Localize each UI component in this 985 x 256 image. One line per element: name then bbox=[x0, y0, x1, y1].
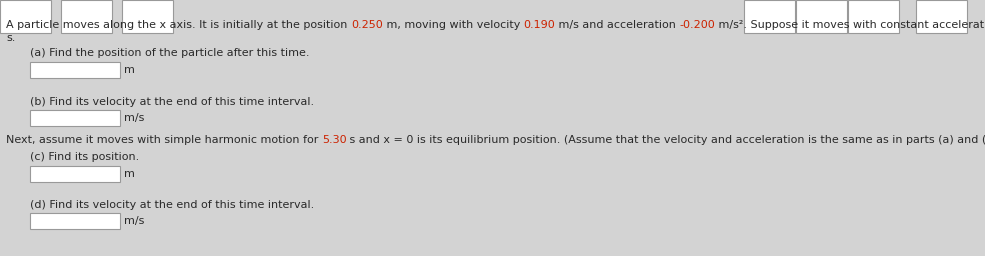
Text: m/s². Suppose it moves with constant acceleration for: m/s². Suppose it moves with constant acc… bbox=[715, 20, 985, 30]
Bar bbox=[122, 0, 173, 33]
Text: m/s: m/s bbox=[124, 113, 145, 123]
Text: 0.250: 0.250 bbox=[351, 20, 382, 30]
Bar bbox=[848, 0, 899, 33]
Text: m/s: m/s bbox=[124, 216, 145, 226]
Bar bbox=[916, 0, 967, 33]
Bar bbox=[744, 0, 795, 33]
Text: (a) Find the position of the particle after this time.: (a) Find the position of the particle af… bbox=[30, 48, 309, 58]
Bar bbox=[30, 213, 120, 229]
Text: m: m bbox=[124, 65, 135, 75]
Text: Next, assume it moves with simple harmonic motion for: Next, assume it moves with simple harmon… bbox=[6, 135, 322, 145]
Text: -0.200: -0.200 bbox=[680, 20, 715, 30]
Text: (d) Find its velocity at the end of this time interval.: (d) Find its velocity at the end of this… bbox=[30, 200, 314, 210]
Text: m, moving with velocity: m, moving with velocity bbox=[382, 20, 523, 30]
Bar bbox=[30, 110, 120, 126]
Text: 5.30: 5.30 bbox=[322, 135, 347, 145]
Text: (b) Find its velocity at the end of this time interval.: (b) Find its velocity at the end of this… bbox=[30, 97, 314, 107]
Text: (c) Find its position.: (c) Find its position. bbox=[30, 152, 139, 162]
Text: s.: s. bbox=[6, 33, 16, 43]
Text: A particle moves along the x axis. It is initially at the position: A particle moves along the x axis. It is… bbox=[6, 20, 351, 30]
Bar bbox=[30, 166, 120, 182]
Bar bbox=[796, 0, 847, 33]
Bar bbox=[0, 0, 51, 33]
Text: m/s and acceleration: m/s and acceleration bbox=[556, 20, 680, 30]
Bar bbox=[30, 62, 120, 78]
Text: m: m bbox=[124, 169, 135, 179]
Text: 0.190: 0.190 bbox=[523, 20, 556, 30]
Bar bbox=[61, 0, 112, 33]
Text: s and x = 0 is its equilibrium position. (Assume that the velocity and accelerat: s and x = 0 is its equilibrium position.… bbox=[347, 135, 985, 145]
